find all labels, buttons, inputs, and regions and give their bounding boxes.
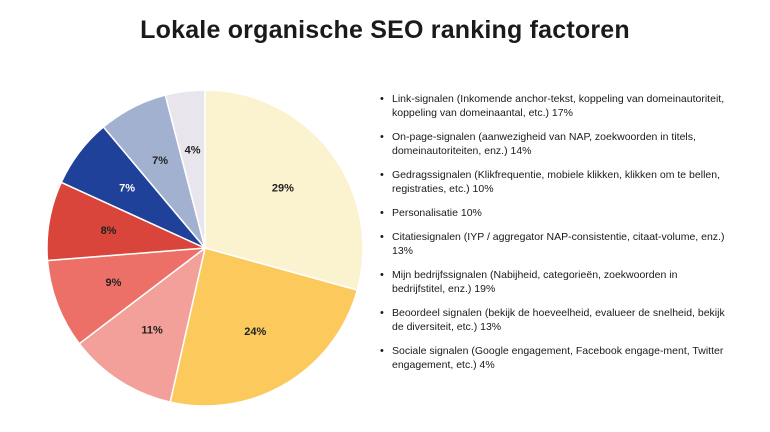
chart-title: Lokale organische SEO ranking factoren [140,16,630,44]
slice-label-4: 8% [101,225,117,237]
slice-label-3: 9% [106,277,122,289]
legend-item-4: Citatiesignalen (IYP / aggregator NAP-co… [378,230,728,258]
pie-slice-7 [164,89,206,249]
legend: Link-signalen (Inkomende anchor-tekst, k… [378,92,728,382]
legend-item-6: Beoordeel signalen (bekijk de hoeveelhei… [378,306,728,334]
pie-slice-0 [204,89,364,292]
slice-label-6: 7% [152,155,168,167]
legend-item-7: Sociale signalen (Google engagement, Fac… [378,344,728,372]
legend-item-1: On-page-signalen (aanwezigheid van NAP, … [378,130,728,158]
pie-slice-1 [169,247,359,407]
legend-item-0: Link-signalen (Inkomende anchor-tekst, k… [378,92,728,120]
legend-item-3: Personalisatie 10% [378,206,728,220]
slice-label-0: 29% [272,183,294,195]
slice-label-1: 24% [244,326,266,338]
legend-item-2: Gedragssignalen (Klikfrequentie, mobiele… [378,168,728,196]
slice-label-5: 7% [119,183,135,195]
legend-item-5: Mijn bedrijfssignalen (Nabijheid, catego… [378,268,728,296]
pie-slice-3 [46,247,208,345]
slice-label-2: 11% [141,324,163,336]
pie-slice-2 [78,246,207,404]
slice-label-7: 4% [185,145,201,157]
